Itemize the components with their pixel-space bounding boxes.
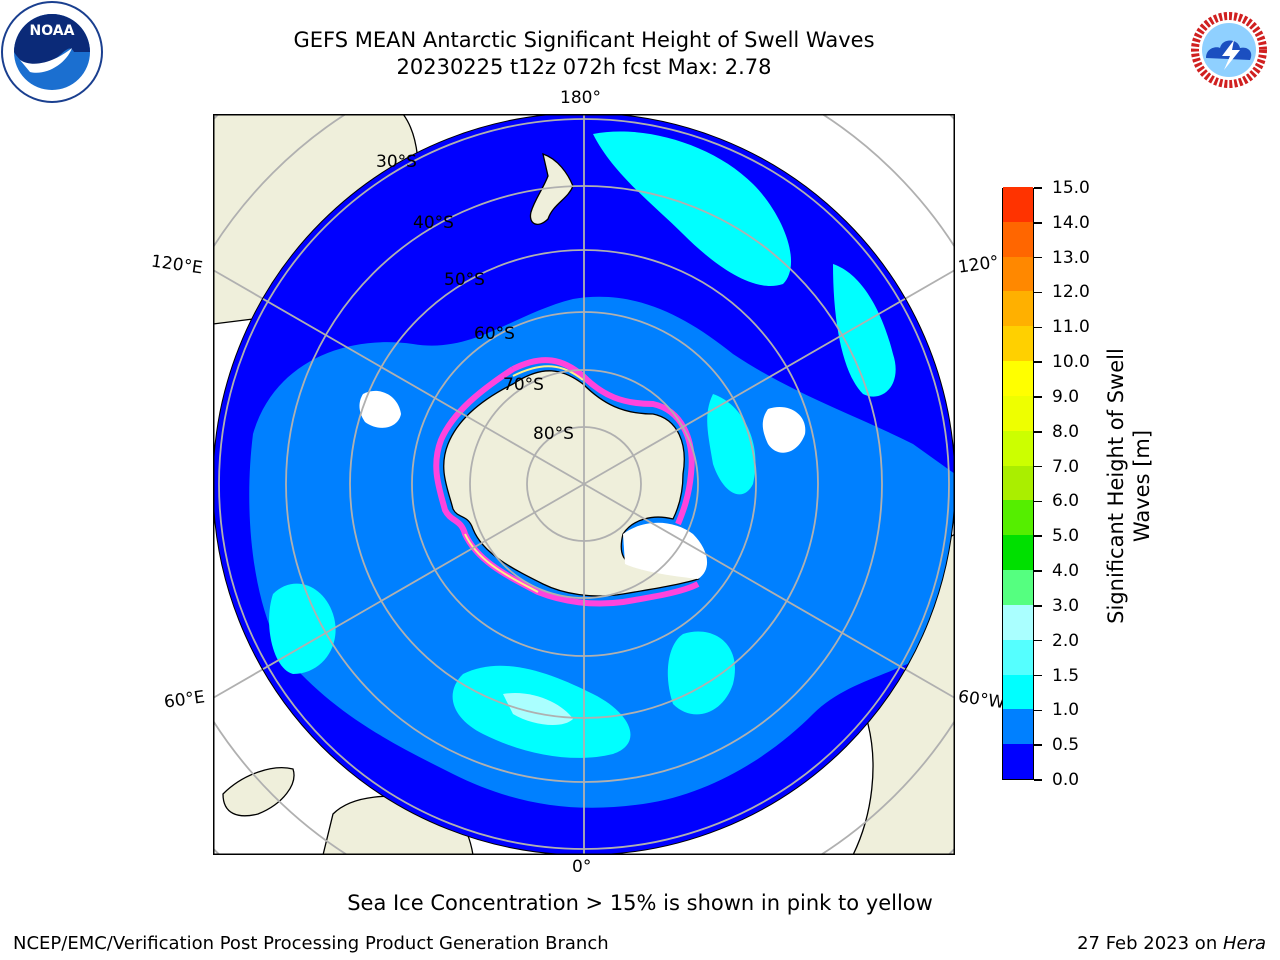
colorbar-segment [1003,325,1033,362]
outer-grid [213,114,955,855]
colorbar-tick-label: 2.0 [1052,630,1080,651]
colorbar-tick-label: 14.0 [1052,212,1090,233]
colorbar-tick [1034,570,1042,572]
colorbar-tick [1034,396,1042,398]
lon-label-lower-left: 60°E [162,687,207,713]
colorbar [1002,186,1034,780]
colorbar-segment [1003,256,1033,292]
no-data-patch-2 [762,406,806,453]
colorbar-segment [1003,395,1033,431]
land-madagascar [222,767,295,817]
colorbar-tick-label: 1.5 [1052,665,1080,686]
chart-subtitle: 20230225 t12z 072h fcst Max: 2.78 [396,55,772,79]
colorbar-tick [1034,222,1042,224]
lon-label-top: 180° [560,88,601,108]
colorbar-tick [1034,709,1042,712]
footer-machine: Hera [1222,933,1266,954]
colorbar-tick-label: 4.0 [1052,561,1080,582]
colorbar-tick [1034,744,1042,746]
colorbar-segment [1003,465,1033,501]
land-new-zealand [529,153,574,225]
lon-label-bottom: 0° [572,857,592,877]
colorbar-tick-label: 12.0 [1052,282,1090,303]
lat-label-80: 80°S [533,424,574,444]
lat-label-50: 50°S [444,270,485,290]
colorbar-tick-label: 11.0 [1052,317,1090,338]
swell-high-4 [667,631,735,715]
swell-high-5 [833,264,896,397]
colorbar-segment [1003,604,1033,640]
colorbar-tick [1034,535,1042,537]
colorbar-segment [1003,534,1033,571]
footer-credit: NCEP/EMC/Verification Post Processing Pr… [13,933,609,954]
colorbar-tick-label: 0.0 [1052,770,1080,790]
colorbar-tick [1034,674,1042,677]
colorbar-tick-label: 1.0 [1052,700,1080,721]
swell-high-3 [269,583,336,674]
colorbar-segment [1003,430,1033,466]
nws-logo-text: NATIONAL WEATHER SERVICE [1222,96,1237,99]
colorbar-segment [1003,674,1033,710]
no-data-patch-1 [359,390,401,428]
polar-map [213,114,955,855]
colorbar-tick [1034,291,1042,294]
colorbar-tick-label: 10.0 [1052,352,1090,373]
footer-date: 27 Feb 2023 on Hera [1077,933,1266,954]
colorbar-label: Significant Height of Swell Waves [m] [1104,348,1154,624]
colorbar-tick-label: 5.0 [1052,526,1080,547]
colorbar-tick [1034,779,1042,781]
colorbar-segment [1003,360,1033,396]
colorbar-segment [1003,569,1033,605]
nws-logo: NATIONAL WEATHER SERVICE [1181,2,1277,99]
lon-label-upper-left: 120°E [149,251,204,279]
colorbar-tick [1034,639,1042,642]
colorbar-segment [1003,708,1033,745]
lat-label-30: 30°S [376,152,417,172]
map-border [213,114,955,855]
colorbar-segment [1003,639,1033,675]
colorbar-segment [1003,499,1033,536]
colorbar-tick-label: 0.5 [1052,735,1080,756]
sea-ice-edge-inner [464,365,584,593]
colorbar-tick-label: 15.0 [1052,178,1090,198]
colorbar-tick-label: 13.0 [1052,247,1090,268]
colorbar-tick-label: 8.0 [1052,421,1080,442]
colorbar-tick-label: 7.0 [1052,456,1080,477]
colorbar-segment [1003,186,1033,222]
colorbar-tick [1034,431,1042,433]
colorbar-tick [1034,465,1042,468]
noaa-logo-text: NOAA [30,23,75,39]
lat-label-60: 60°S [474,324,515,344]
colorbar-tick [1034,605,1042,607]
swell-high-6 [707,394,756,495]
colorbar-tick [1034,256,1042,259]
colorbar-segment [1003,290,1033,327]
colorbar-tick-label: 6.0 [1052,491,1080,512]
lat-label-40: 40°S [413,213,454,233]
sea-ice-note: Sea Ice Concentration > 15% is shown in … [347,891,933,915]
colorbar-segment [1003,743,1033,779]
lon-label-lower-right: 60°W [956,686,1007,714]
lat-label-70: 70°S [503,375,544,395]
colorbar-tick [1034,187,1042,189]
noaa-logo: NOAA [1,1,103,103]
colorbar-tick [1034,326,1042,329]
colorbar-tick-label: 3.0 [1052,595,1080,616]
lon-label-upper-right: 120° [956,252,1001,278]
colorbar-tick [1034,361,1042,363]
colorbar-segment [1003,221,1033,257]
colorbar-tick-label: 9.0 [1052,386,1080,407]
chart-title: GEFS MEAN Antarctic Significant Height o… [293,28,875,52]
colorbar-tick [1034,500,1042,503]
swell-high-2 [593,131,792,286]
